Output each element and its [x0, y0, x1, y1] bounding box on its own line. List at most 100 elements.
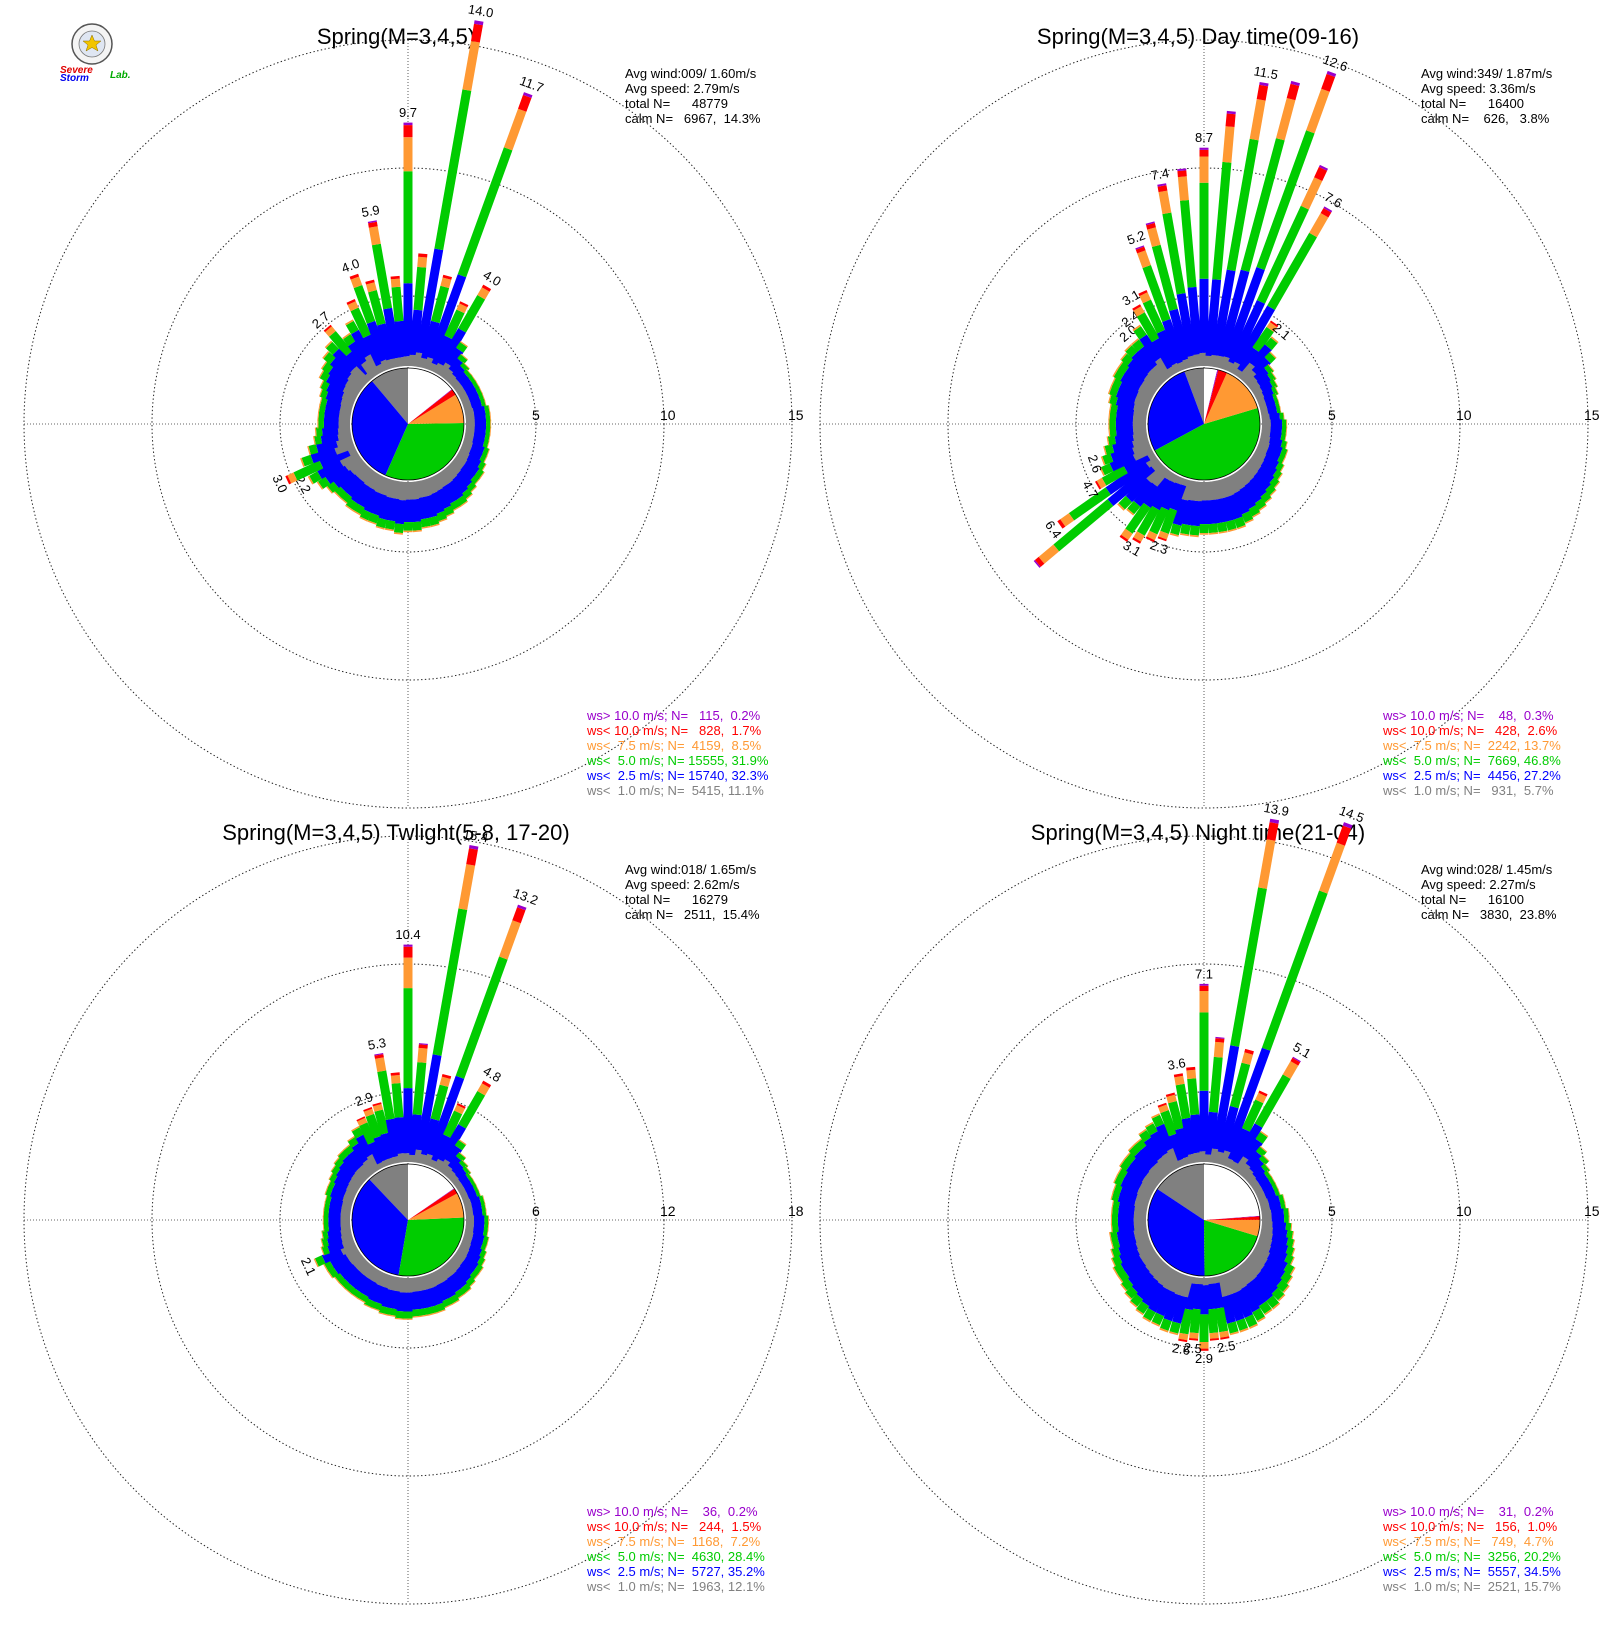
bar-segment — [1149, 457, 1163, 471]
bar-segment — [1110, 377, 1116, 387]
bar-segment — [1119, 1185, 1139, 1200]
bar-segment — [441, 1261, 457, 1277]
bar-segment — [488, 405, 491, 415]
bar-segment — [1272, 1302, 1281, 1310]
pie-slice — [1204, 369, 1219, 424]
bar-segment — [351, 1125, 360, 1132]
bar-segment — [343, 453, 364, 471]
bar-segment — [314, 1255, 326, 1267]
bar-segment — [1288, 1215, 1290, 1225]
bar-segment — [436, 1309, 446, 1314]
bar-segment — [1148, 1164, 1167, 1183]
bar-segment — [365, 279, 375, 285]
bar-segment — [1166, 1270, 1184, 1293]
bar-segment — [432, 908, 468, 1056]
bar-segment — [1119, 1158, 1126, 1167]
bar-segment — [1290, 80, 1300, 86]
bar-segment — [1132, 304, 1142, 311]
bar-segment — [351, 329, 373, 358]
bar-segment — [317, 419, 319, 429]
bar-segment — [1135, 1308, 1144, 1316]
bar-segment — [348, 457, 367, 475]
bar-segment — [1250, 1276, 1274, 1302]
bar-segment — [1136, 1275, 1159, 1300]
bar-segment — [1199, 182, 1209, 279]
direction-bar — [333, 1156, 367, 1187]
bar-segment — [523, 92, 533, 98]
bar-segment — [1155, 356, 1175, 380]
bar-segment — [1130, 1293, 1144, 1307]
bar-segment — [447, 1156, 463, 1172]
bar-segment — [1110, 1190, 1114, 1200]
direction-bar — [324, 340, 371, 387]
direction-bar — [322, 351, 367, 391]
bar-segment — [1269, 351, 1277, 359]
bar-segment — [1180, 523, 1191, 535]
bar-value-label: 12.6 — [1321, 52, 1350, 75]
bar-segment — [418, 1043, 428, 1046]
bar-segment — [1110, 445, 1135, 462]
bar-segment — [1110, 1207, 1113, 1217]
bar-segment — [1252, 326, 1274, 353]
direction-bar: 10.4 — [395, 927, 421, 1162]
bar-segment — [1147, 367, 1167, 387]
bar-segment — [1258, 1090, 1268, 1097]
stats-line: Avg wind:009/ 1.60m/s — [625, 66, 757, 81]
bar-segment — [1109, 385, 1119, 397]
bar-segment — [486, 1237, 490, 1246]
bar-segment — [448, 358, 465, 375]
bar-segment — [1111, 438, 1134, 453]
bar-segment — [1111, 1191, 1121, 1202]
bar-segment — [1233, 1289, 1253, 1319]
direction-bar: 2.3 — [1148, 477, 1189, 557]
bar-segment — [1209, 1338, 1219, 1341]
direction-bar: 7.4 — [1150, 165, 1199, 368]
bar-segment — [474, 20, 484, 26]
panel-title: Spring(M=3,4,5) Day time(09-16) — [1037, 24, 1359, 49]
bar-segment — [481, 284, 492, 292]
bar-segment — [428, 1312, 438, 1316]
bar-segment — [1279, 406, 1282, 415]
bar-segment — [373, 1285, 388, 1305]
bar-segment — [1284, 449, 1289, 459]
direction-bar — [449, 1253, 480, 1281]
bar-segment — [1241, 511, 1254, 523]
bar-segment — [451, 1162, 466, 1177]
direction-bar — [365, 279, 398, 370]
bar-segment — [325, 341, 339, 355]
logo-text-storm: Storm — [60, 73, 89, 84]
bar-segment — [1140, 1145, 1160, 1167]
bar-segment — [437, 362, 453, 380]
bar-value-label: 14.0 — [467, 1, 495, 20]
bar-segment — [1111, 1246, 1121, 1258]
bar-segment — [1110, 1215, 1112, 1225]
bar-segment — [1179, 1274, 1194, 1298]
bar-segment — [1136, 312, 1160, 343]
bar-segment — [325, 326, 336, 337]
legend-entry: ws< 2.5 m/s; N= 4456, 27.2% — [1382, 768, 1561, 783]
stats-line: total N= 16279 — [625, 892, 728, 907]
bar-segment — [1262, 1154, 1270, 1162]
bar-segment — [1172, 1273, 1189, 1296]
bar-segment — [386, 1307, 397, 1316]
bar-segment — [333, 1174, 351, 1190]
legend-entry: ws< 7.5 m/s; N= 2242, 13.7% — [1382, 738, 1561, 753]
bar-segment — [1121, 528, 1133, 540]
legend-entry: ws< 5.0 m/s; N= 7669, 46.8% — [1382, 753, 1561, 768]
bar-segment — [1242, 481, 1262, 504]
bar-value-label: 7.4 — [1150, 165, 1170, 183]
bar-segment — [478, 385, 483, 395]
bar-segment — [1323, 206, 1333, 213]
bar-segment — [324, 340, 333, 349]
bar-segment — [315, 427, 323, 437]
bar-segment — [1286, 1276, 1294, 1285]
bar-segment — [1124, 366, 1147, 386]
direction-bar — [1245, 1253, 1290, 1293]
bar-segment — [458, 1151, 467, 1159]
bar-segment — [1266, 322, 1278, 332]
bar-segment — [421, 1118, 440, 1157]
bar-segment — [403, 499, 413, 523]
bar-segment — [1053, 499, 1114, 552]
pie-outline — [351, 367, 465, 481]
bar-segment — [359, 1122, 377, 1145]
